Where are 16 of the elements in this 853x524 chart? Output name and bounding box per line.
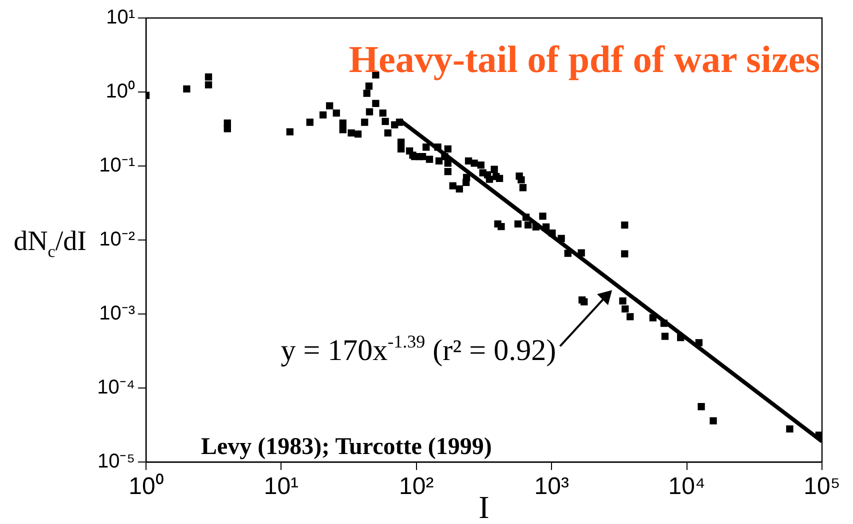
annotation: Levy (1983); Turcotte (1999): [201, 434, 492, 460]
x-tick-label: 10³: [534, 473, 569, 500]
y-tick-label: 10⁻¹: [99, 154, 136, 177]
y-tick-label: 10⁻⁵: [97, 450, 135, 473]
y-tick-label: 10⁻²: [99, 228, 136, 251]
x-tick-label: 10⁰: [128, 473, 164, 500]
x-tick-label: 10²: [399, 473, 434, 500]
x-tick-label: 10¹: [264, 473, 299, 500]
y-tick-label: 10¹: [106, 6, 136, 29]
text: Heavy-tail of pdf of war sizes: [348, 39, 820, 81]
y-tick-label: 10⁰: [106, 80, 135, 103]
y-tick-label: 10⁻³: [99, 302, 136, 325]
x-tick-label: 10⁴: [668, 473, 706, 500]
x-axis-title: I: [478, 489, 490, 524]
y-tick-label: 10⁻⁴: [97, 376, 135, 399]
x-tick-label: 10⁵: [804, 473, 840, 500]
